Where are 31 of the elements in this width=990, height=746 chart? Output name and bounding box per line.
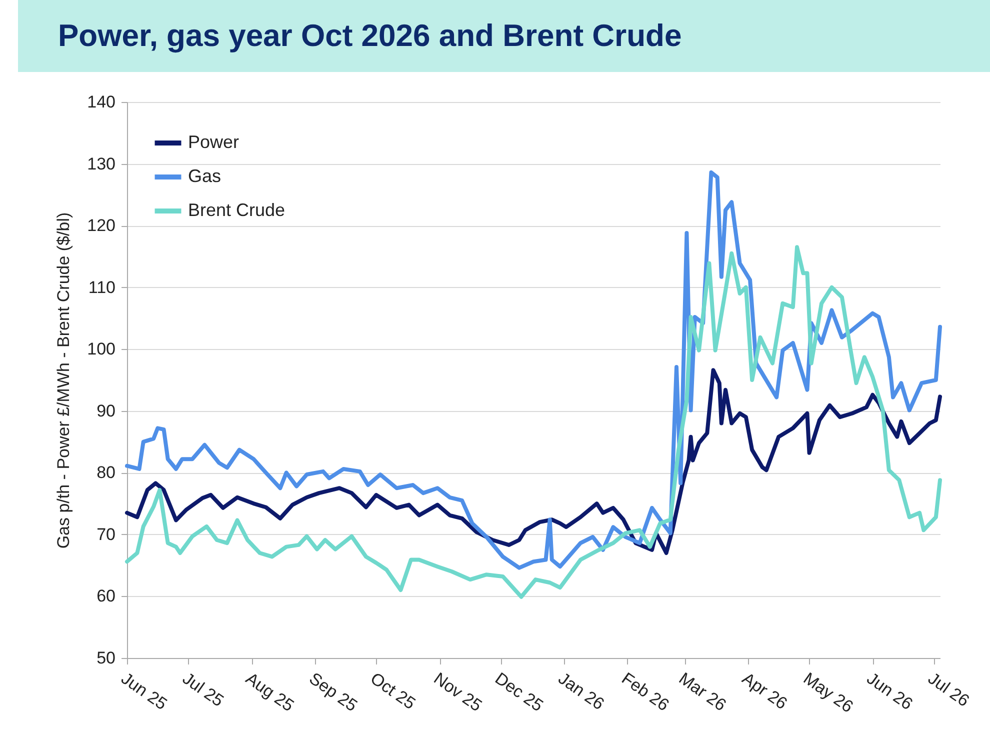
y-tick-label: 120 [87, 216, 116, 236]
x-tick-label: Oct 25 [366, 668, 419, 714]
x-tick-label: Nov 25 [430, 668, 486, 716]
line-series [125, 245, 942, 599]
x-tick-label: Apr 26 [738, 668, 791, 714]
x-tick-label: Aug 25 [242, 668, 298, 716]
legend-label: Power [188, 132, 240, 152]
x-tick-label: Sep 25 [306, 668, 361, 716]
legend-label: Brent Crude [188, 200, 286, 220]
x-tick-label: Jul 26 [924, 668, 973, 710]
y-tick-label: 140 [87, 92, 116, 112]
x-tick-label: May 26 [800, 668, 857, 716]
y-tick-label: 80 [96, 463, 116, 482]
x-tick-label: Mar 26 [675, 668, 730, 715]
y-tick-label: 50 [96, 648, 116, 668]
line-series [125, 368, 942, 555]
x-tick-label: Feb 26 [618, 668, 672, 715]
y-tick-label: 110 [88, 278, 116, 297]
legend-label: Gas [188, 166, 222, 186]
x-tick-label: Jul 25 [179, 668, 228, 710]
y-axis-title: Gas p/th - Power £/MWh - Brent Crude ($/bl) [54, 212, 74, 549]
y-tick-label: 90 [96, 401, 116, 420]
y-tick-label: 100 [87, 340, 116, 359]
x-tick-label: Jun 25 [118, 668, 170, 714]
x-tick-label: Jan 26 [554, 668, 608, 714]
y-tick-label: 60 [96, 586, 116, 606]
x-tick-label: Dec 25 [492, 668, 547, 716]
x-tick-label: Jun 26 [863, 668, 916, 714]
y-tick-label: 130 [87, 154, 116, 174]
y-tick-label: 70 [96, 524, 116, 544]
chart-title: Power, gas year Oct 2026 and Brent Crude [58, 18, 682, 54]
